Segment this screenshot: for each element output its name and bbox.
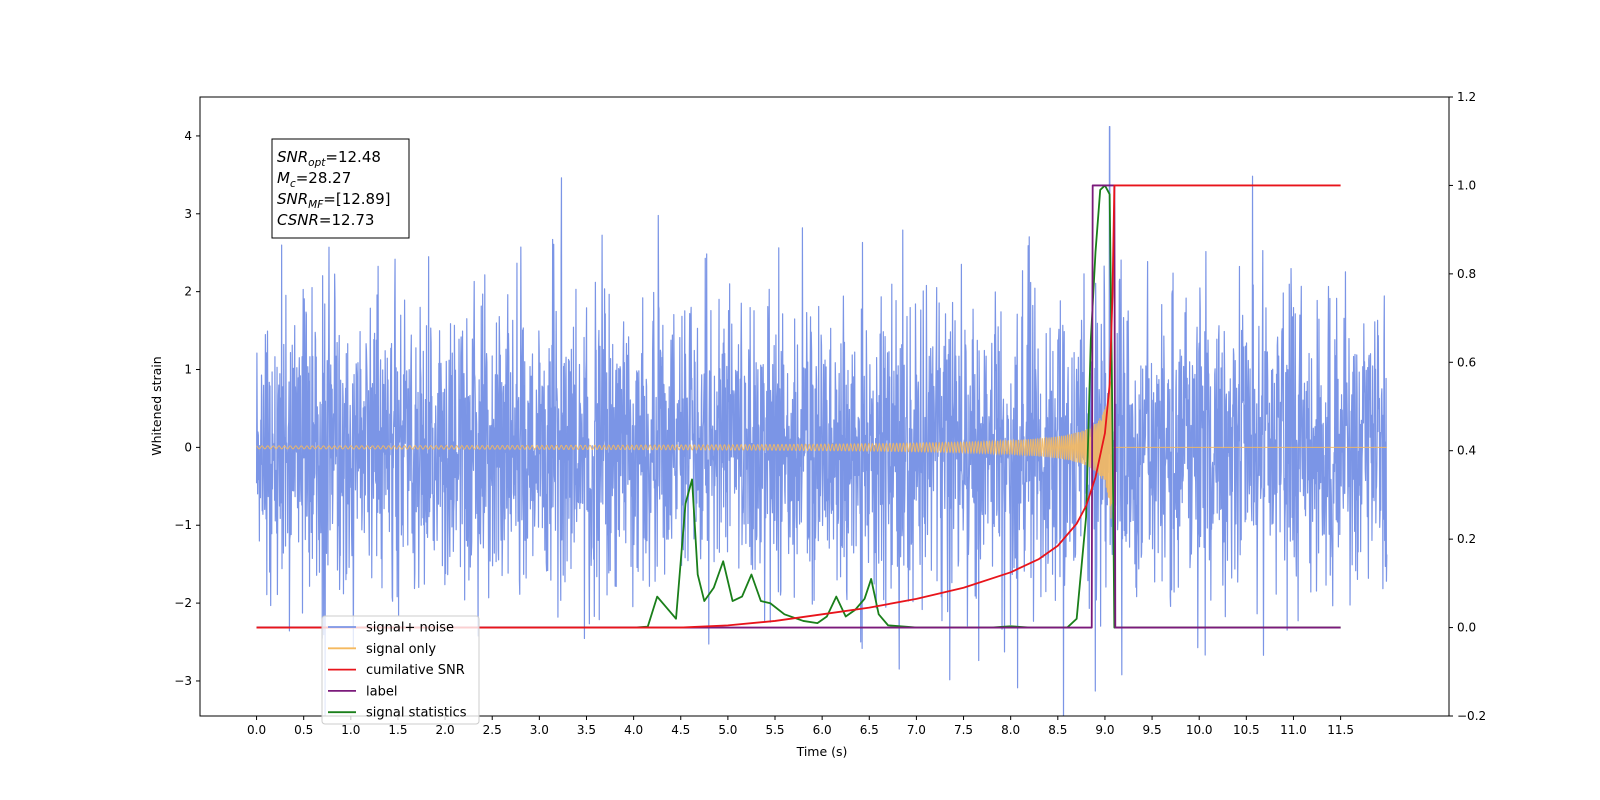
- x-tick-label: 4.0: [624, 723, 643, 737]
- stats-annotation-box: [271, 138, 410, 239]
- series-signal-noise-line: [255, 125, 1388, 716]
- y2-tick-label: 1.0: [1457, 178, 1476, 192]
- y-tick-label: 3: [184, 207, 192, 221]
- x-tick-label: 4.5: [671, 723, 690, 737]
- legend-label: signal+ noise: [366, 621, 454, 636]
- legend-label: label: [366, 684, 397, 699]
- x-tick-label: 7.0: [907, 723, 926, 737]
- stat-line: CSNR=12.73: [277, 211, 374, 229]
- x-tick-label: 10.0: [1186, 723, 1213, 737]
- y2-tick-label: −0.2: [1457, 709, 1486, 723]
- y2-tick-label: 0.2: [1457, 532, 1476, 546]
- x-tick-label: 9.5: [1143, 723, 1162, 737]
- stats-annotation: SNRopt=12.48Mc=28.27SNRMF=[12.89]CSNR=12…: [271, 138, 410, 239]
- x-tick-label: 1.0: [341, 723, 360, 737]
- legend-label: cumilative SNR: [366, 663, 465, 678]
- x-tick-label: 2.5: [483, 723, 502, 737]
- x-tick-label: 1.5: [388, 723, 407, 737]
- plot-frame: [199, 96, 1450, 717]
- y-tick-label: 2: [184, 285, 192, 299]
- x-tick-label: 7.5: [954, 723, 973, 737]
- y-axis-label: Whitened strain: [149, 356, 164, 455]
- stat-line: SNRopt=12.48: [277, 148, 381, 169]
- x-tick-label: 11.5: [1327, 723, 1354, 737]
- y-tick-label: −1: [174, 518, 192, 532]
- y-tick-label: 4: [184, 129, 192, 143]
- legend-frame: [321, 615, 480, 725]
- x-tick-label: 3.5: [577, 723, 596, 737]
- legend-label: signal only: [366, 642, 436, 657]
- x-tick-label: 5.5: [765, 723, 784, 737]
- y2-tick-label: 1.2: [1457, 90, 1476, 104]
- stat-line: Mc=28.27: [277, 169, 351, 190]
- x-tick-label: 3.0: [530, 723, 549, 737]
- y-axis-left: 4 3 2 1 0 −1 −2 −3: [174, 129, 200, 688]
- x-tick-label: 8.5: [1048, 723, 1067, 737]
- x-axis: 0.0 0.5 1.0 1.5 2.0 2.5 3.0 3.5 4.0 4.5 5.0 5.5 6.0 6…: [247, 716, 1354, 737]
- legend-label: signal statistics: [366, 706, 467, 721]
- x-axis-label: Time (s): [796, 744, 848, 759]
- y-tick-label: −2: [174, 596, 192, 610]
- x-tick-label: 5.0: [718, 723, 737, 737]
- y-tick-label: 0: [184, 440, 192, 454]
- x-tick-label: 0.0: [247, 723, 266, 737]
- x-tick-label: 8.0: [1001, 723, 1020, 737]
- y2-tick-label: 0.4: [1457, 444, 1476, 458]
- y2-tick-label: 0.6: [1457, 355, 1476, 369]
- series-layer: [255, 125, 1388, 716]
- legend: signal+ noise signal only cumilative SNR la…: [321, 615, 480, 725]
- series-signal-only-line: [256, 360, 1387, 519]
- y2-tick-label: 0.8: [1457, 267, 1476, 281]
- x-tick-label: 9.0: [1095, 723, 1114, 737]
- x-tick-label: 11.0: [1280, 723, 1307, 737]
- x-tick-label: 10.5: [1233, 723, 1260, 737]
- x-tick-label: 2.0: [436, 723, 455, 737]
- y-tick-label: −3: [174, 674, 192, 688]
- x-tick-label: 6.0: [813, 723, 832, 737]
- series-label-line: [256, 184, 1341, 629]
- series-signal-statistics-line: [256, 184, 1341, 629]
- y-tick-label: 1: [184, 363, 192, 377]
- x-tick-label: 0.5: [294, 723, 313, 737]
- series-cumulative-snr-line: [256, 184, 1341, 629]
- y-axis-right: 1.2 1.0 0.8 0.6 0.4 0.2 0.0 −0.2: [1449, 90, 1486, 723]
- stat-line: SNRMF=[12.89]: [277, 190, 391, 211]
- x-tick-label: 6.5: [860, 723, 879, 737]
- y2-tick-label: 0.0: [1457, 621, 1476, 635]
